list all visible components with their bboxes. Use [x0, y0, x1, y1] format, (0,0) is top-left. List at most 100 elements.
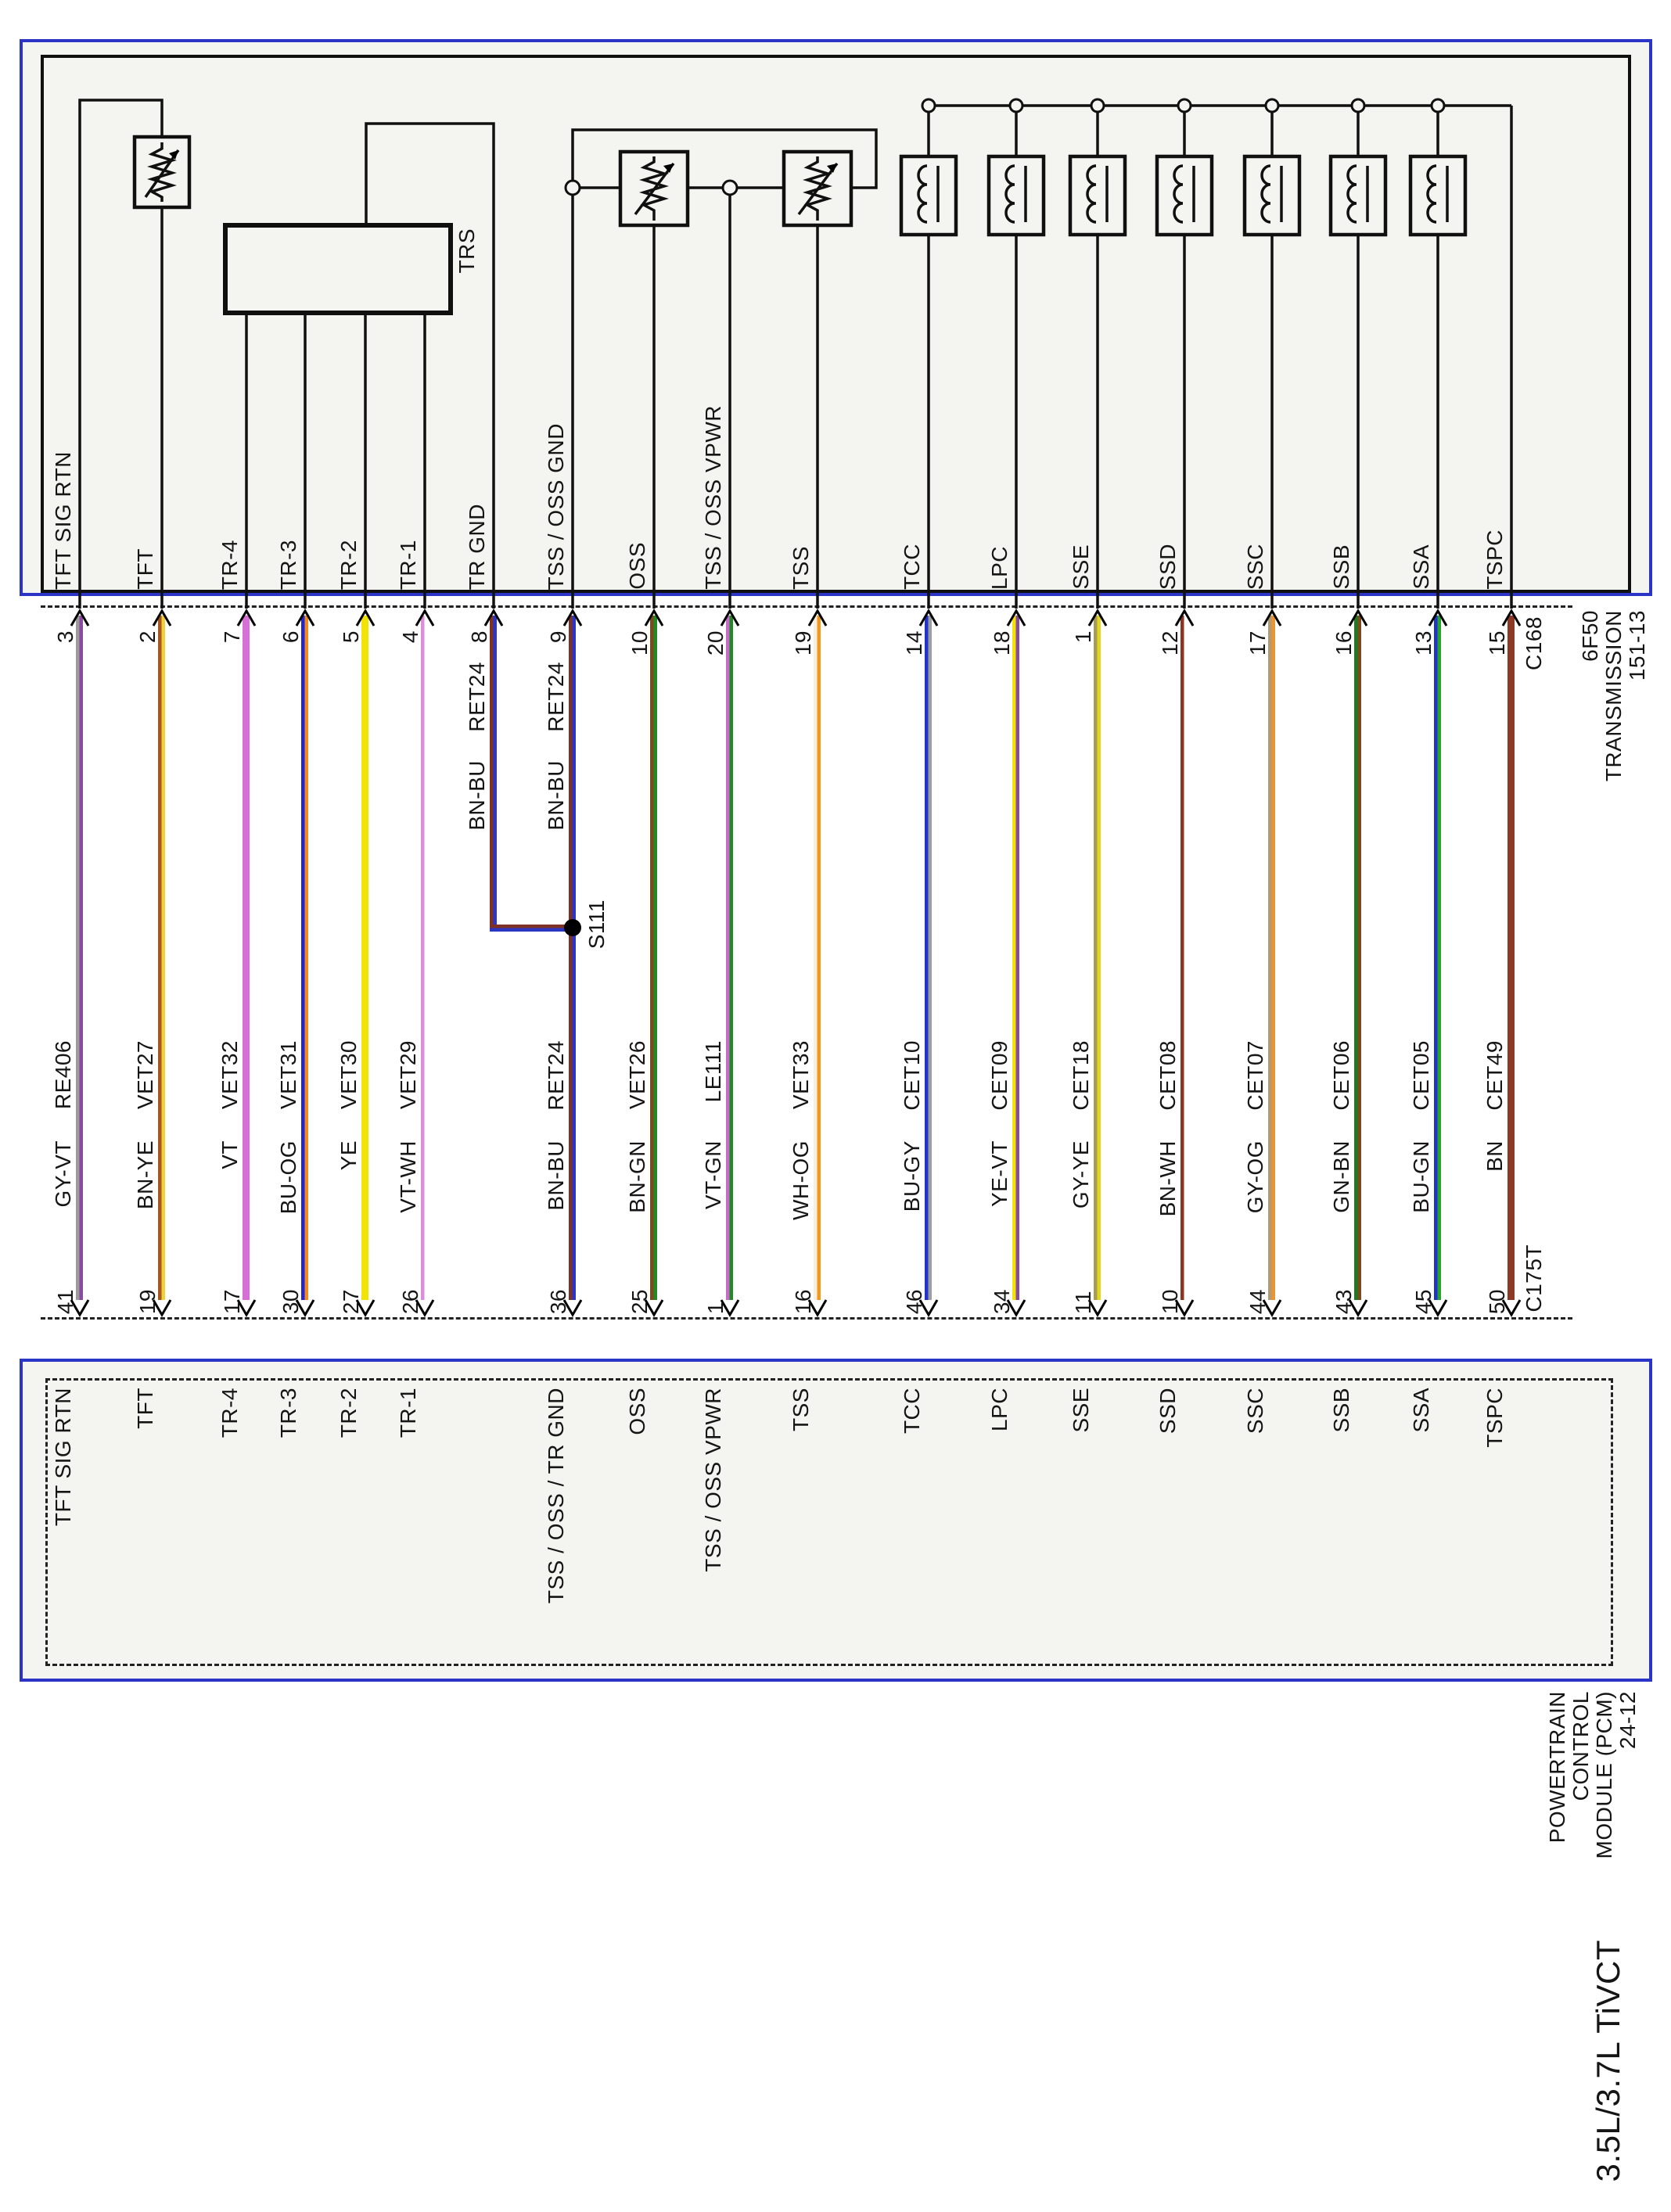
- arrow-up-ssa: [1426, 608, 1450, 628]
- bottom-label-tr-2: TR-2: [336, 1388, 361, 1438]
- arrow-up-tr-4: [235, 608, 258, 628]
- top-pin-tss-oss-gnd: 9: [546, 630, 570, 644]
- circuit-tcc: CET10: [900, 1040, 924, 1111]
- circuit-tss-oss-gnd: RET24: [544, 1040, 568, 1111]
- arrow-down-ssc: [1260, 1298, 1284, 1318]
- bottom-label-ssb: SSB: [1329, 1388, 1353, 1433]
- top-label-tr-4: TR-4: [217, 539, 242, 590]
- top-label-tr-gnd: TR GND: [465, 503, 489, 590]
- connector-c168-label: C168: [1522, 616, 1546, 670]
- pcm-name-line-1: POWERTRAIN: [1545, 1691, 1569, 1844]
- wire-tr-gnd: [490, 616, 497, 932]
- wire-sse: [1094, 616, 1101, 1300]
- arrow-up-tft-sig-rtn: [68, 608, 92, 628]
- arrow-up-tss-oss-vpwr: [718, 608, 742, 628]
- top-label-tr-3: TR-3: [276, 539, 300, 590]
- arrow-up-oss: [642, 608, 666, 628]
- bottom-label-ssa: SSA: [1409, 1388, 1433, 1433]
- bottom-pin-ssa: 45: [1411, 1288, 1436, 1314]
- circuit-sse: CET18: [1069, 1040, 1093, 1111]
- bottom-label-tft: TFT: [133, 1388, 157, 1429]
- arrow-down-sse: [1086, 1298, 1109, 1318]
- splice-s111-label: S111: [584, 900, 609, 950]
- circuit-ssd: CET08: [1155, 1040, 1180, 1111]
- arrow-up-ssc: [1260, 608, 1284, 628]
- colorcode-ssa: BU-GN: [1409, 1140, 1433, 1213]
- pcm-inner-dashed-border: [45, 1378, 1613, 1666]
- top-label-tft: TFT: [133, 548, 157, 590]
- bottom-pin-tss: 16: [791, 1288, 815, 1314]
- bottom-label-lpc: LPC: [987, 1388, 1012, 1431]
- wire-tss-oss-vpwr: [726, 616, 733, 1300]
- colorcode-tr-4: VT: [217, 1140, 242, 1169]
- wire-lpc: [1012, 616, 1019, 1300]
- bottom-pin-oss: 25: [627, 1288, 652, 1314]
- top-pin-tft: 2: [135, 630, 160, 644]
- bottom-pin-tr-4: 17: [220, 1288, 244, 1314]
- top-label-tspc: TSPC: [1482, 530, 1507, 590]
- circuit-tr-4: VET32: [217, 1040, 242, 1110]
- circuit-ssb: CET06: [1329, 1040, 1353, 1111]
- bottom-pin-tr-2: 27: [339, 1288, 363, 1314]
- top-label-tss-oss-vpwr: TSS / OSS VPWR: [701, 405, 725, 590]
- bottom-label-ssd: SSD: [1155, 1388, 1180, 1435]
- top-pin-tspc: 15: [1485, 630, 1509, 656]
- circuit-tss: VET33: [789, 1040, 813, 1110]
- wire-tss: [814, 616, 821, 1300]
- bottom-label-tcc: TCC: [900, 1388, 924, 1435]
- arrow-down-tspc: [1500, 1298, 1523, 1318]
- bottom-pin-tss-oss-vpwr: 1: [703, 1301, 728, 1314]
- arrow-down-tr-2: [354, 1298, 377, 1318]
- wire-tss-oss-gnd: [569, 616, 576, 1300]
- bottom-label-tr-4: TR-4: [217, 1388, 242, 1438]
- circuit-tss-oss-vpwr: LE111: [701, 1040, 725, 1103]
- circuit-tft-sig-rtn: RE406: [51, 1040, 75, 1110]
- top-pin-tr-4: 7: [220, 630, 244, 644]
- wire-tr-2: [361, 616, 368, 1300]
- colorcode-ssc: GY-OG: [1243, 1140, 1267, 1214]
- circuit-tft: VET27: [133, 1040, 157, 1110]
- arrow-down-lpc: [1004, 1298, 1028, 1318]
- wire-tspc: [1507, 616, 1515, 1300]
- top-label-tcc: TCC: [900, 543, 924, 590]
- trs-label: TRS: [455, 228, 479, 274]
- bottom-label-ssc: SSC: [1243, 1388, 1267, 1435]
- arrow-up-tr-1: [413, 608, 437, 628]
- wire-ssc: [1268, 616, 1275, 1300]
- colorcode-tr-3: BU-OG: [276, 1140, 300, 1215]
- top-label-tr-1: TR-1: [396, 539, 420, 590]
- bottom-pin-ssb: 43: [1331, 1288, 1356, 1314]
- top-pin-oss: 10: [627, 630, 652, 656]
- pcm-name-line-4: 24-12: [1615, 1691, 1640, 1750]
- top-label-oss: OSS: [625, 542, 649, 590]
- colorcode-tss: WH-OG: [789, 1140, 813, 1221]
- bottom-pin-tcc: 46: [902, 1288, 926, 1314]
- wire-tft-sig-rtn: [76, 616, 83, 1300]
- arrow-up-tss-oss-gnd: [561, 608, 584, 628]
- bottom-pin-ssc: 44: [1245, 1288, 1270, 1314]
- top-label-ssb: SSB: [1329, 544, 1353, 590]
- bottom-pin-tft: 19: [135, 1288, 160, 1314]
- pcm-name-line-2: CONTROL: [1569, 1691, 1593, 1801]
- top-label-tss-oss-gnd: TSS / OSS GND: [544, 422, 568, 590]
- bottom-label-sse: SSE: [1069, 1388, 1093, 1433]
- arrow-down-ssd: [1173, 1298, 1196, 1318]
- top-pin-lpc: 18: [990, 630, 1014, 656]
- top-pin-ssb: 16: [1331, 630, 1356, 656]
- wire-ssa: [1434, 616, 1441, 1300]
- colorcode-tft: BN-YE: [133, 1140, 157, 1210]
- top-label-ssa: SSA: [1409, 544, 1433, 590]
- bottom-label-oss: OSS: [625, 1388, 649, 1435]
- top-pin-tr-1: 4: [398, 630, 422, 644]
- arrow-down-tr-3: [293, 1298, 317, 1318]
- top-pin-tss-oss-vpwr: 20: [703, 630, 728, 656]
- colorcode-oss: BN-GN: [625, 1140, 649, 1213]
- arrow-down-tss-oss-gnd: [561, 1298, 584, 1318]
- circuit-ssa: CET05: [1409, 1040, 1433, 1111]
- bottom-pin-lpc: 34: [990, 1288, 1014, 1314]
- transmission-inner-border: [41, 55, 1631, 593]
- arrow-up-tcc: [917, 608, 940, 628]
- bottom-pin-tr-1: 26: [398, 1288, 422, 1314]
- circuit-top-tr-gnd: RET24: [465, 662, 489, 732]
